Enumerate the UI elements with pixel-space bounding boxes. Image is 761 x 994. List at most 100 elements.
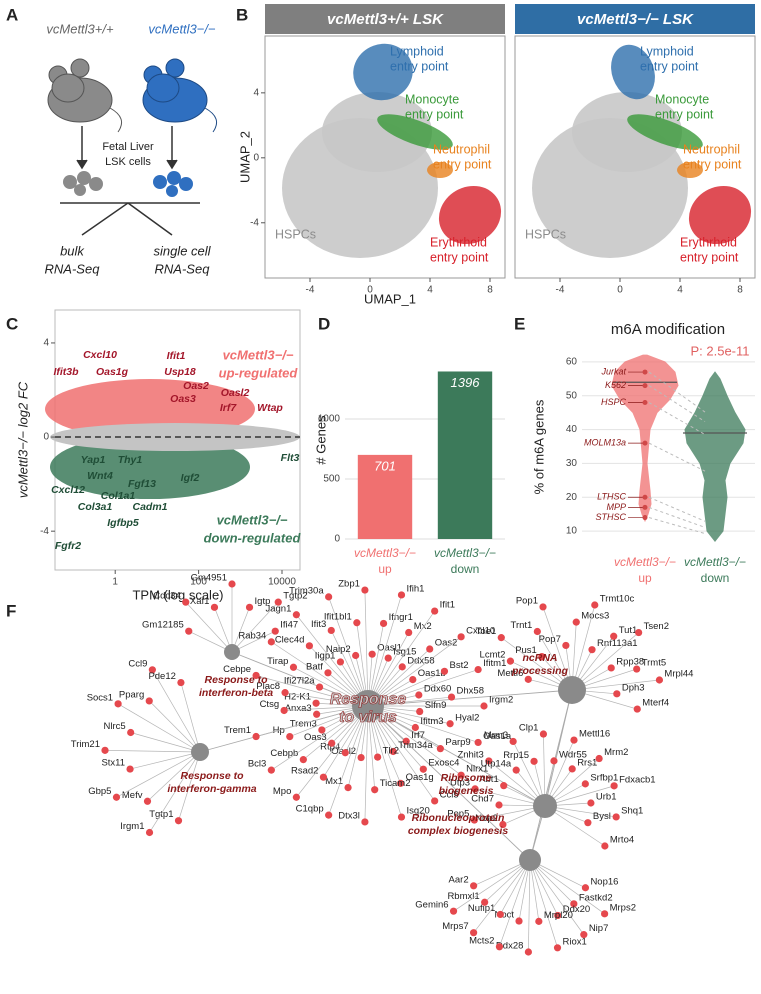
gene-label: Yap1 xyxy=(81,454,106,466)
gene-node xyxy=(177,678,185,687)
cell-cloud xyxy=(677,162,703,178)
x-tick-label: vcMettl3−/− xyxy=(434,546,496,560)
y-tick-label: -4 xyxy=(250,217,259,228)
hub-label: Response to xyxy=(180,770,244,782)
gene-label: Col1a1 xyxy=(101,490,136,502)
gene-label: Mterf4 xyxy=(642,698,669,709)
cell-cloud xyxy=(322,92,432,172)
source: LSK cells xyxy=(105,156,151,168)
edge xyxy=(544,785,615,807)
x-tick-label: 4 xyxy=(677,285,683,296)
gene-node xyxy=(553,944,562,952)
link-line xyxy=(648,402,706,435)
gene-node xyxy=(126,765,134,773)
edge xyxy=(571,632,639,691)
cell-cloud xyxy=(427,162,453,178)
cell-line-point xyxy=(642,383,648,389)
gene-node xyxy=(397,779,405,787)
gene-node xyxy=(431,797,439,805)
gene-label: Thy1 xyxy=(118,454,143,466)
gene-node xyxy=(581,780,589,788)
gene-label: Mettl16 xyxy=(579,729,610,740)
hub-label: interferon-gamma xyxy=(167,783,256,795)
down-cloud xyxy=(50,435,250,500)
x-tick-label: vcMettl3−/− xyxy=(614,555,676,569)
x-tick-label: down xyxy=(451,562,480,576)
gene-node xyxy=(470,882,478,890)
gene-label: Tgtp2 xyxy=(283,591,307,602)
gene-node xyxy=(535,917,543,925)
gene-label: Hyal2 xyxy=(455,712,479,723)
edge xyxy=(231,601,279,653)
gene-node xyxy=(581,884,590,892)
link-line xyxy=(648,496,706,522)
gene-label: Rnf113a1 xyxy=(597,638,638,649)
edge xyxy=(296,614,369,707)
edge xyxy=(116,751,201,798)
gene-node xyxy=(315,683,324,691)
gene-label: Cxcl12 xyxy=(51,484,85,496)
gene-label: Trim21 xyxy=(71,739,100,750)
gene-label: Bcl3 xyxy=(248,759,266,770)
gene-node xyxy=(446,720,454,728)
gene-node xyxy=(305,642,313,650)
edge xyxy=(453,859,531,912)
edge xyxy=(544,739,575,807)
gene-label: Igf2 xyxy=(181,472,200,484)
gene-node xyxy=(481,898,489,906)
gene-node xyxy=(509,737,517,746)
gene-label: Tirap xyxy=(267,656,288,667)
y-tick-label: 10 xyxy=(566,526,578,537)
x-tick-label: up xyxy=(378,562,392,576)
gene-node xyxy=(500,782,508,790)
gene-node xyxy=(436,745,444,753)
gene-node xyxy=(371,786,379,794)
gene-label: Isg15 xyxy=(393,647,416,658)
gene-node xyxy=(361,586,369,594)
gene-label: Srfbp1 xyxy=(590,772,618,783)
gene-label: Tlr2 xyxy=(383,746,399,757)
cells-wt xyxy=(63,171,103,196)
header-text: vcMettl3+/+ LSK xyxy=(327,11,444,28)
hub-label: processing xyxy=(511,665,569,677)
gene-node xyxy=(145,828,154,837)
x-tick-label: vcMettl3−/− xyxy=(684,555,746,569)
x-tick-label: 4 xyxy=(427,285,433,296)
gene-node xyxy=(318,726,326,734)
x-tick-label: 100 xyxy=(190,577,207,588)
y-tick-label: 1000 xyxy=(318,414,341,425)
gene-node xyxy=(512,766,520,774)
gene-label: Rrp15 xyxy=(503,750,529,761)
gene-label: Shq1 xyxy=(621,805,643,816)
y-tick-label: 30 xyxy=(566,458,578,469)
gene-node xyxy=(568,765,576,773)
hub-node xyxy=(558,676,586,704)
edge xyxy=(328,705,369,816)
gene-node xyxy=(299,756,307,764)
gene-label: Iigp1 xyxy=(315,650,336,661)
gene-label: Ifi27l2a xyxy=(284,676,315,687)
gene-label: Plac8 xyxy=(256,681,280,692)
x-tick-label: 0 xyxy=(367,285,373,296)
edge xyxy=(529,859,585,935)
gene-label: Ifit1bl1 xyxy=(324,611,352,622)
cell-line-label: MPP xyxy=(606,502,626,512)
gene-label: Cadm1 xyxy=(132,501,167,513)
gene-label: Gm12185 xyxy=(142,620,184,631)
edge xyxy=(544,805,617,818)
link-line xyxy=(648,506,706,528)
cell-cloud xyxy=(627,114,703,150)
gene-label: Rab34 xyxy=(238,630,266,641)
gene-node xyxy=(411,723,419,732)
cell-cloud xyxy=(438,185,502,245)
edge xyxy=(149,700,201,753)
gene-label: Mocs3 xyxy=(581,611,609,622)
edge xyxy=(488,760,546,807)
edge xyxy=(129,751,201,770)
gene-label: Rrs1 xyxy=(577,757,597,768)
edge xyxy=(544,805,606,847)
edge xyxy=(214,607,233,653)
gene-label: Fgfr2 xyxy=(55,540,81,552)
hub-label: Response to xyxy=(204,674,268,686)
edge xyxy=(271,641,369,707)
